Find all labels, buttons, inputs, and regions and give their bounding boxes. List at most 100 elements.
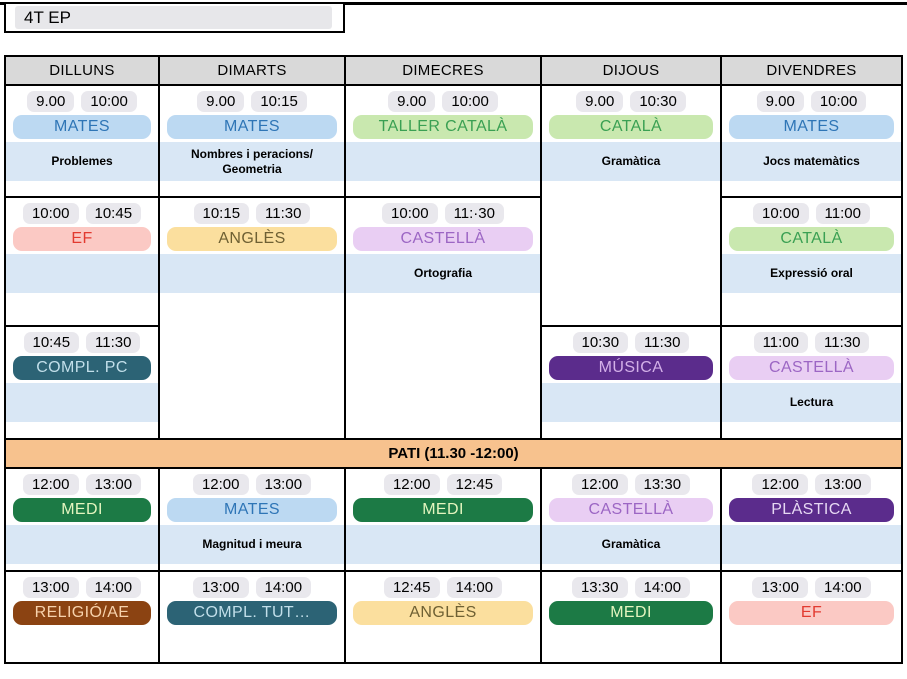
schedule-cell[interactable]: 12:00 13:00 MATES Magnitud i meura <box>160 469 344 570</box>
start-time: 10:30 <box>572 332 629 353</box>
time-range: 10:00 11:·30 <box>346 203 540 224</box>
class-title-box: 4T EP <box>4 2 345 33</box>
time-range: 9.00 10:00 <box>6 91 158 112</box>
day-header-dimecres: DIMECRES <box>346 57 540 84</box>
subject-pill[interactable]: CATALÀ <box>729 227 894 251</box>
time-range: 12:00 13:00 <box>722 474 901 495</box>
subject-pill[interactable]: MEDI <box>13 498 151 522</box>
schedule-cell[interactable]: 13:30 14:00 MEDI <box>542 572 720 662</box>
schedule-cell[interactable]: 13:00 14:00 RELIGIÓ/AE <box>6 572 158 662</box>
topic-band: Expressió oral <box>722 254 901 293</box>
schedule-cell[interactable]: 9.00 10:15 MATES Nombres i peracions/ Geome… <box>160 86 344 196</box>
subject-pill[interactable]: MATES <box>167 115 337 139</box>
topic-band <box>722 525 901 564</box>
end-time: 11:30 <box>815 332 870 353</box>
topic-band <box>6 525 158 564</box>
time-range: 11:00 11:30 <box>722 332 901 353</box>
subject-pill[interactable]: CASTELLÀ <box>729 356 894 380</box>
start-time: 12:45 <box>383 577 440 598</box>
end-time: 13:00 <box>815 474 871 495</box>
schedule-cell[interactable]: 12:00 12:45 MEDI <box>346 469 540 570</box>
time-range: 12:00 12:45 <box>346 474 540 495</box>
subject-pill[interactable]: CATALÀ <box>549 115 713 139</box>
topic-band: Magnitud i meura <box>160 525 344 564</box>
subject-pill[interactable]: ANGLÈS <box>167 227 337 251</box>
end-time: 14:00 <box>446 577 503 598</box>
subject-pill[interactable]: RELIGIÓ/AE <box>13 601 151 625</box>
class-title[interactable]: 4T EP <box>15 6 332 29</box>
end-time: 11:30 <box>256 203 311 224</box>
schedule-cell[interactable]: 12:00 13:00 MEDI <box>6 469 158 570</box>
start-time: 10:00 <box>753 203 809 224</box>
subject-pill[interactable]: COMPL. TUT… <box>167 601 337 625</box>
end-time: 14:00 <box>815 577 871 598</box>
subject-pill[interactable]: MATES <box>167 498 337 522</box>
schedule-cell[interactable]: 10:15 11:30 ANGLÈS <box>160 198 344 438</box>
topic-band <box>6 254 158 293</box>
subject-pill[interactable]: ANGLÈS <box>353 601 533 625</box>
schedule-cell[interactable]: 10:45 11:30 COMPL. PC <box>6 327 158 438</box>
day-header-dimarts: DIMARTS <box>160 57 344 84</box>
end-time: 13:00 <box>85 474 142 495</box>
end-time: 13:30 <box>634 474 691 495</box>
end-time: 10:00 <box>442 91 498 112</box>
time-range: 13:00 14:00 <box>722 577 901 598</box>
subject-pill[interactable]: CASTELLÀ <box>549 498 713 522</box>
subject-pill[interactable]: MÚSICA <box>549 356 713 380</box>
schedule-cell[interactable]: 13:00 14:00 COMPL. TUT… <box>160 572 344 662</box>
subject-pill[interactable]: MATES <box>13 115 151 139</box>
time-range: 13:00 14:00 <box>160 577 344 598</box>
subject-pill[interactable]: TALLER CATALÀ <box>353 115 533 139</box>
end-time: 10:00 <box>81 91 137 112</box>
schedule-cell[interactable]: 10:30 11:30 MÚSICA <box>542 327 720 438</box>
schedule-cell[interactable]: 9.00 10:30 CATALÀ Gramàtica <box>542 86 720 325</box>
day-header-dilluns: DILLUNS <box>6 57 158 84</box>
subject-pill[interactable]: MATES <box>729 115 894 139</box>
topic-band: Jocs matemàtics <box>722 142 901 181</box>
topic-band <box>6 383 158 422</box>
time-range: 10:00 11:00 <box>722 203 901 224</box>
subject-pill[interactable]: COMPL. PC <box>13 356 151 380</box>
schedule-cell[interactable]: 10:00 11:00 CATALÀ Expressió oral <box>722 198 901 325</box>
subject-pill[interactable]: PLÀSTICA <box>729 498 894 522</box>
time-range: 10:00 10:45 <box>6 203 158 224</box>
schedule-cell[interactable]: 10:00 10:45 EF <box>6 198 158 325</box>
schedule-cell[interactable]: 12:00 13:00 PLÀSTICA <box>722 469 901 570</box>
start-time: 11:00 <box>753 332 808 353</box>
day-header-dijous: DIJOUS <box>542 57 720 84</box>
schedule-cell[interactable]: 9.00 10:00 MATES Problemes <box>6 86 158 196</box>
schedule-cell[interactable]: 12:45 14:00 ANGLÈS <box>346 572 540 662</box>
subject-pill[interactable]: EF <box>729 601 894 625</box>
subject-pill[interactable]: EF <box>13 227 151 251</box>
time-range: 13:00 14:00 <box>6 577 158 598</box>
time-range: 10:15 11:30 <box>160 203 344 224</box>
schedule-cell[interactable]: 11:00 11:30 CASTELLÀ Lectura <box>722 327 901 438</box>
subject-pill[interactable]: CASTELLÀ <box>353 227 533 251</box>
time-range: 12:00 13:00 <box>160 474 344 495</box>
start-time: 13:00 <box>192 577 249 598</box>
schedule-cell[interactable]: 9.00 10:00 MATES Jocs matemàtics <box>722 86 901 196</box>
start-time: 12:00 <box>192 474 249 495</box>
schedule-cell[interactable]: 10:00 11:·30 CASTELLÀ Ortografia <box>346 198 540 438</box>
start-time: 12:00 <box>571 474 628 495</box>
start-time: 13:30 <box>571 577 628 598</box>
start-time: 10:00 <box>382 203 438 224</box>
end-time: 14:00 <box>634 577 691 598</box>
time-range: 10:30 11:30 <box>542 332 720 353</box>
subject-pill[interactable]: MEDI <box>549 601 713 625</box>
schedule-cell[interactable]: 13:00 14:00 EF <box>722 572 901 662</box>
start-time: 12:00 <box>752 474 808 495</box>
schedule-cell[interactable]: 12:00 13:30 CASTELLÀ Gramàtica <box>542 469 720 570</box>
topic-band: Gramàtica <box>542 525 720 564</box>
topic-band <box>346 525 540 564</box>
end-time: 11:00 <box>815 203 870 224</box>
start-time: 10:15 <box>193 203 250 224</box>
schedule-cell[interactable]: 9.00 10:00 TALLER CATALÀ <box>346 86 540 196</box>
start-time: 10:45 <box>23 332 80 353</box>
subject-pill[interactable]: MEDI <box>353 498 533 522</box>
end-time: 14:00 <box>85 577 142 598</box>
end-time: 13:00 <box>255 474 312 495</box>
day-header-divendres: DIVENDRES <box>722 57 901 84</box>
time-range: 13:30 14:00 <box>542 577 720 598</box>
end-time: 10:00 <box>810 91 867 112</box>
